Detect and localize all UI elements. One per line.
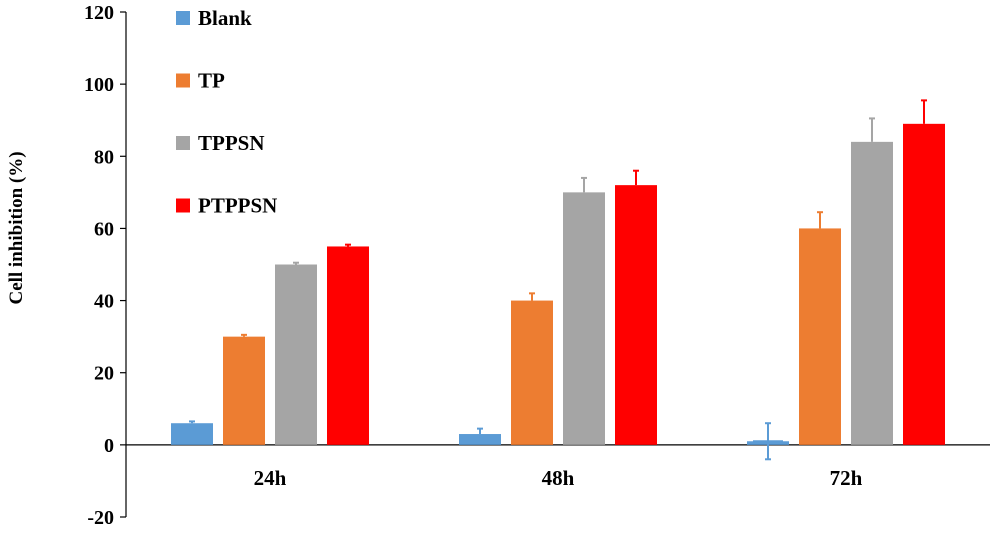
bar-tppsn-72h — [851, 141, 893, 445]
y-tick-label: 80 — [94, 146, 114, 168]
bar-tp-48h — [511, 300, 553, 445]
bar-blank-48h — [459, 434, 501, 445]
bar-tppsn-48h — [563, 192, 605, 445]
y-tick-label: 20 — [94, 363, 114, 385]
legend: Blank TP TPPSN PTPPSN — [176, 6, 277, 218]
axes — [125, 12, 990, 517]
bar-tp-24h — [223, 336, 265, 445]
legend-label-tp: TP — [198, 69, 225, 93]
y-ticks: -20 0 20 40 60 80 100 120 — [84, 2, 126, 529]
legend-label-ptppsn: PTPPSN — [198, 194, 277, 218]
y-tick-label: -20 — [87, 507, 114, 529]
bar-blank-24h — [171, 423, 213, 445]
legend-swatch-tp — [176, 73, 190, 88]
bars — [171, 123, 945, 445]
legend-swatch-blank — [176, 11, 190, 25]
legend-swatch-tppsn — [176, 136, 190, 150]
legend-label-blank: Blank — [198, 6, 252, 30]
bar-tppsn-24h — [275, 264, 317, 445]
bar-ptppsn-48h — [615, 185, 657, 445]
y-axis-title: Cell inhibition (%) — [6, 151, 27, 304]
y-tick-label: 100 — [84, 74, 114, 96]
category-labels: 24h 48h 72h — [254, 466, 863, 490]
legend-swatch-ptppsn — [176, 198, 190, 213]
bar-tp-72h — [799, 228, 841, 445]
y-tick-label: 60 — [94, 218, 114, 240]
y-tick-label: 40 — [94, 291, 114, 313]
y-tick-label: 0 — [104, 435, 114, 457]
y-tick-label: 120 — [84, 2, 114, 24]
category-label: 48h — [542, 466, 575, 490]
bar-ptppsn-24h — [327, 246, 369, 445]
error-bars — [189, 99, 927, 461]
bar-ptppsn-72h — [903, 123, 945, 445]
legend-label-tppsn: TPPSN — [198, 131, 265, 155]
category-label: 24h — [254, 466, 287, 490]
category-label: 72h — [830, 466, 863, 490]
